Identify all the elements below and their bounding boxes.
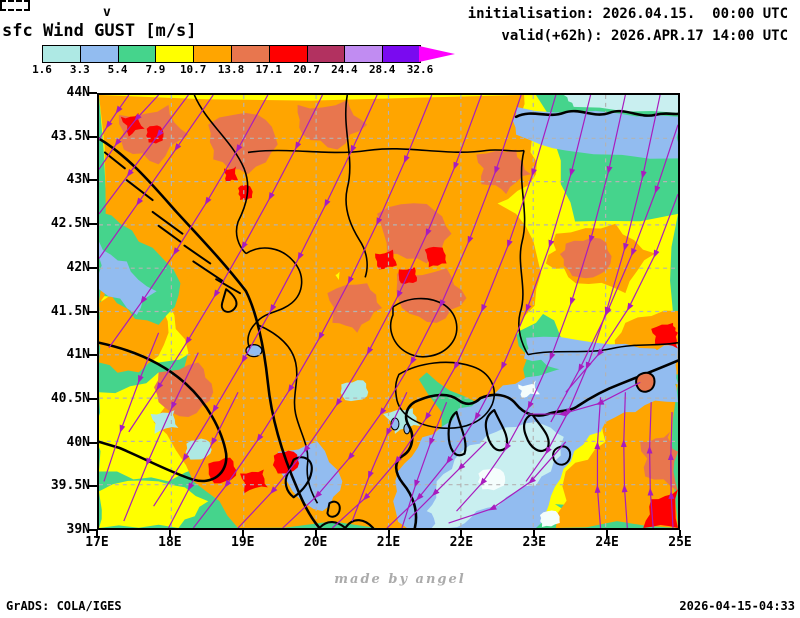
colorbar-segment	[231, 45, 270, 63]
colorbar-segment	[193, 45, 232, 63]
colorbar-above-range-arrow	[419, 46, 455, 62]
lat-axis-tick	[89, 92, 97, 94]
colorbar-tick-label: 20.7	[293, 63, 320, 76]
lat-axis-label: 41N	[66, 347, 90, 363]
initialisation-label: initialisation: 2026.04.15. 00:00 UTC	[467, 6, 788, 22]
overlay-marker-char: v	[103, 5, 111, 20]
credit-watermark: made by angel	[334, 572, 466, 587]
lon-axis-tick	[606, 530, 609, 538]
lat-axis-label: 41.5N	[50, 303, 90, 319]
lat-axis-label: 43.5N	[50, 128, 90, 144]
valid-time-label: valid(+62h): 2026.APR.17 14:00 UTC	[501, 28, 788, 44]
lat-axis-label: 40N	[66, 434, 90, 450]
lon-axis-tick	[96, 530, 98, 538]
colorbar-tick-label: 32.6	[406, 63, 434, 76]
colorbar-below-range-arrow	[0, 0, 30, 11]
map-plot-area	[97, 93, 680, 530]
lon-axis-label: 25E	[668, 535, 692, 550]
colorbar-tick-label: 7.9	[145, 63, 166, 76]
colorbar-tick-label: 28.4	[368, 63, 396, 76]
lat-axis-label: 42N	[66, 259, 90, 275]
lon-axis-label: 21E	[376, 535, 401, 550]
creation-timestamp: 2026-04-15-04:33	[679, 599, 795, 613]
lon-axis-tick	[679, 530, 681, 538]
lat-axis-tick	[89, 529, 97, 531]
colorbar-segment	[42, 45, 81, 63]
grads-attribution: GrADS: COLA/IGES	[6, 599, 122, 613]
lon-axis-tick	[460, 530, 463, 538]
lat-axis-label: 43N	[66, 172, 90, 188]
lat-axis-tick	[89, 223, 97, 226]
lon-axis-tick	[168, 530, 171, 538]
lon-axis-label: 18E	[158, 535, 182, 550]
wind-streamlines	[99, 95, 678, 528]
lat-axis-label: 39.5N	[50, 478, 90, 494]
lat-axis-label: 42.5N	[50, 216, 90, 232]
colorbar-segment	[306, 45, 346, 63]
colorbar-segment	[155, 45, 195, 63]
lat-axis-tick	[89, 310, 97, 313]
lat-axis-label: 39N	[66, 522, 90, 537]
coast-greece-sw-wiggles	[318, 519, 375, 528]
colorbar-tick-label: 10.7	[179, 63, 207, 76]
island-small	[326, 500, 341, 518]
lon-axis-label: 22E	[449, 535, 474, 550]
lat-axis-tick	[89, 354, 97, 357]
lat-axis-tick	[89, 266, 97, 269]
lat-axis-tick	[89, 485, 97, 488]
lat-axis-label: 44N	[66, 85, 90, 100]
colorbar-segment	[382, 45, 421, 63]
lon-axis-tick	[387, 530, 390, 538]
colorbar-tick-label: 3.3	[69, 63, 90, 76]
lon-axis-label: 23E	[522, 535, 546, 550]
map-canvas	[99, 95, 678, 528]
lon-axis-label: 19E	[231, 535, 255, 550]
colorbar-tick-label: 13.8	[217, 63, 245, 76]
lon-axis-label: 17E	[85, 535, 109, 550]
colorbar-segment	[268, 45, 308, 63]
colorbar-segment	[79, 45, 119, 63]
lon-axis-tick	[314, 530, 317, 538]
colorbar-segment	[117, 45, 157, 63]
lon-axis-tick	[241, 530, 244, 538]
colorbar-segment	[344, 45, 384, 63]
colorbar-tick-label: 24.4	[331, 63, 358, 76]
island-aegean-2	[635, 371, 656, 393]
lon-axis-tick	[533, 530, 536, 538]
lat-axis-tick	[89, 135, 97, 138]
lat-axis-tick	[89, 397, 97, 400]
lat-axis-tick	[89, 441, 97, 444]
colorbar-tick-label: 17.1	[255, 63, 283, 76]
page-title: sfc Wind GUST [m/s]	[2, 21, 197, 41]
colorbar-tick-label: 5.4	[107, 63, 128, 76]
lat-axis-label: 40.5N	[50, 390, 90, 406]
lat-axis-tick	[89, 179, 97, 182]
lon-axis-label: 24E	[595, 535, 619, 550]
lon-axis-label: 20E	[303, 535, 328, 550]
colorbar-tick-label: 1.6	[32, 63, 52, 76]
